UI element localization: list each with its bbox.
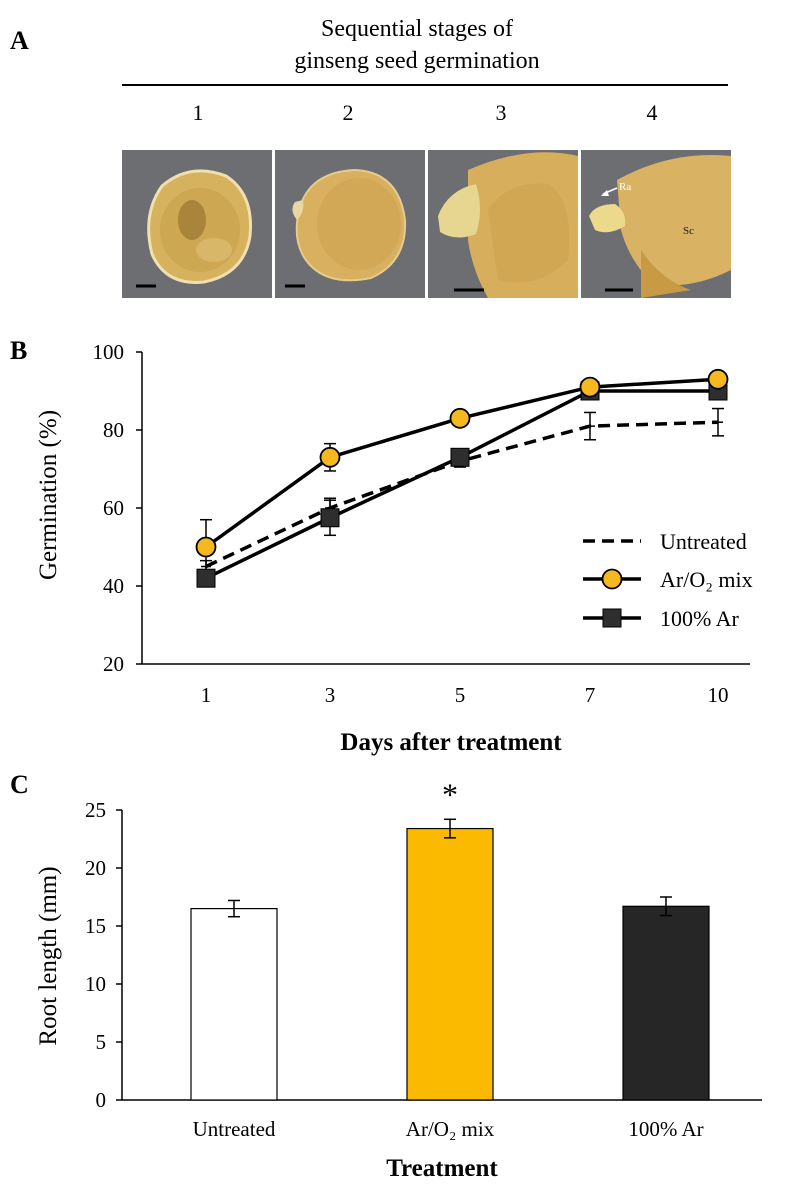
germination-x-tick-label: 7 <box>585 683 596 707</box>
legend-label-2: 100% Ar <box>660 606 740 631</box>
germination-x-tick-label: 1 <box>201 683 212 707</box>
stage-number-4: 4 <box>646 100 658 125</box>
legend-label-0: Untreated <box>660 529 747 554</box>
legend-marker-circle <box>601 568 623 590</box>
series-line-0 <box>205 420 719 569</box>
root-length-y-axis-label: Root length (mm) <box>35 866 62 1045</box>
germination-y-tick-label: 80 <box>103 418 124 442</box>
germination-x-tick-label: 5 <box>455 683 466 707</box>
data-point-square <box>450 447 470 467</box>
seed-photo-stage-3 <box>428 150 578 298</box>
data-point-circle <box>449 407 471 429</box>
root-length-y-tick-label: 15 <box>85 914 106 938</box>
legend-label-1: Ar/O₂ mix <box>660 567 753 592</box>
seed-photo-stage-4: Ra Sc <box>581 150 731 298</box>
seed-coat-annotation: Sc <box>683 225 694 237</box>
stage-number-1: 1 <box>192 100 204 125</box>
data-point-circle <box>319 446 341 468</box>
germination-y-tick-label: 60 <box>103 496 124 520</box>
root-length-y-tick-label: 0 <box>96 1088 107 1112</box>
bar-1 <box>406 827 494 1101</box>
root-length-y-tick-label: 20 <box>85 856 106 880</box>
root-length-x-axis-label: Treatment <box>386 1155 498 1182</box>
germination-y-axis-label: Germination (%) <box>35 410 62 580</box>
root-length-y-tick-label: 5 <box>96 1030 107 1054</box>
legend-marker-square <box>602 608 622 628</box>
data-point-circle <box>195 536 217 558</box>
bar-category-label: Untreated <box>193 1117 276 1141</box>
panel-b-label: B <box>10 336 28 365</box>
radicle-annotation: Ra <box>619 181 631 193</box>
stages-title-line1: Sequential stages of <box>321 16 513 42</box>
bar-category-label: Ar/O₂ mix <box>406 1117 495 1141</box>
stages-title-line2: ginseng seed germination <box>294 48 540 74</box>
germination-x-tick-label: 3 <box>325 683 336 707</box>
data-point-circle <box>579 376 601 398</box>
root-length-bar-chart: Root length (mm) Treatment 0 5 10 15 20 25 Unt… <box>35 776 762 1182</box>
data-point-square <box>196 568 216 588</box>
germination-x-axis-label: Days after treatment <box>340 729 562 756</box>
significance-asterisk: * <box>442 776 458 812</box>
root-length-y-tick-label: 10 <box>85 972 106 996</box>
stages-title-rule <box>122 84 728 86</box>
panel-a-label: A <box>10 26 29 55</box>
bar-0 <box>190 908 278 1101</box>
data-point-square <box>320 508 340 528</box>
seed-photo-stage-2 <box>275 150 425 298</box>
stage-number-3: 3 <box>495 100 507 125</box>
bar-category-label: 100% Ar <box>628 1117 703 1141</box>
bar-2 <box>622 905 710 1101</box>
germination-line-chart: Germination (%) Days after treatment 20 4… <box>35 340 753 756</box>
germination-y-tick-label: 40 <box>103 574 124 598</box>
germination-y-tick-label: 20 <box>103 652 124 676</box>
germination-y-tick-label: 100 <box>93 340 125 364</box>
panel-c-label: C <box>10 770 29 799</box>
root-length-y-tick-label: 25 <box>85 798 106 822</box>
germination-x-tick-label: 10 <box>708 683 729 707</box>
data-point-circle <box>707 368 729 390</box>
stage-number-2: 2 <box>342 100 354 125</box>
seed-photo-stage-1 <box>122 150 272 298</box>
